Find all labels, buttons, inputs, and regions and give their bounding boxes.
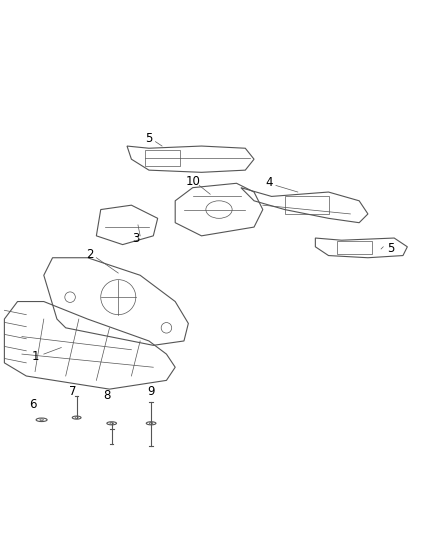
Text: 10: 10 [185,175,200,189]
Text: 6: 6 [29,398,37,411]
Text: 5: 5 [387,243,394,255]
Bar [337,241,372,254]
Text: 5: 5 [145,132,152,145]
Bar [285,197,328,214]
Text: 7: 7 [68,385,76,398]
Bar [145,150,180,166]
Text: 1: 1 [31,350,39,363]
Text: 8: 8 [104,389,111,402]
Text: 4: 4 [265,176,273,189]
Text: 3: 3 [132,232,139,245]
Text: 9: 9 [147,385,155,398]
Text: 2: 2 [86,248,94,261]
